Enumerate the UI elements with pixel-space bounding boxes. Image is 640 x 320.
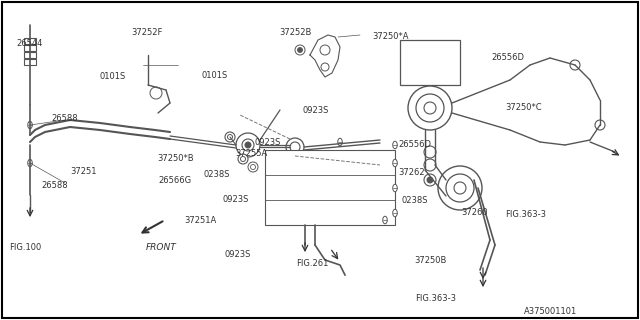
Circle shape xyxy=(154,91,158,95)
Text: 37250B: 37250B xyxy=(415,256,447,265)
Circle shape xyxy=(241,156,246,162)
Circle shape xyxy=(424,159,436,171)
Circle shape xyxy=(416,94,444,122)
Text: 26588: 26588 xyxy=(42,181,68,190)
Circle shape xyxy=(250,164,255,170)
Bar xyxy=(24,59,36,65)
Text: 37251A: 37251A xyxy=(184,216,216,225)
Circle shape xyxy=(438,166,482,210)
Circle shape xyxy=(150,87,162,99)
Circle shape xyxy=(446,174,474,202)
Text: 0923S: 0923S xyxy=(224,250,250,259)
Bar xyxy=(400,40,460,85)
Text: FIG.363-3: FIG.363-3 xyxy=(415,294,456,303)
Text: 37260: 37260 xyxy=(461,208,488,217)
Text: 0101S: 0101S xyxy=(202,71,228,80)
Circle shape xyxy=(424,102,436,114)
Text: FIG.261: FIG.261 xyxy=(296,259,328,268)
Circle shape xyxy=(242,139,254,151)
Circle shape xyxy=(595,120,605,130)
Bar xyxy=(24,52,36,58)
Circle shape xyxy=(427,177,433,183)
Text: 0923S: 0923S xyxy=(255,138,281,147)
Text: FIG.100: FIG.100 xyxy=(10,244,42,252)
Text: 0101S: 0101S xyxy=(99,72,125,81)
Ellipse shape xyxy=(393,184,397,192)
Text: 26544: 26544 xyxy=(16,39,42,48)
Text: 26566G: 26566G xyxy=(159,176,192,185)
Text: 0923S: 0923S xyxy=(302,106,328,115)
Text: 37250*C: 37250*C xyxy=(506,103,542,112)
Ellipse shape xyxy=(28,121,32,129)
Circle shape xyxy=(227,134,232,140)
Bar xyxy=(24,45,36,51)
Text: FRONT: FRONT xyxy=(146,244,177,252)
Text: 37262: 37262 xyxy=(398,168,425,177)
Text: 37252F: 37252F xyxy=(131,28,163,36)
Circle shape xyxy=(408,86,452,130)
Circle shape xyxy=(286,138,304,156)
Ellipse shape xyxy=(393,159,397,167)
Text: 0238S: 0238S xyxy=(402,196,428,205)
Text: 26556D: 26556D xyxy=(492,53,525,62)
Ellipse shape xyxy=(338,138,342,146)
Text: 37251: 37251 xyxy=(70,167,97,176)
Circle shape xyxy=(424,146,436,158)
Circle shape xyxy=(298,47,303,52)
Circle shape xyxy=(321,63,329,71)
Circle shape xyxy=(238,154,248,164)
Circle shape xyxy=(454,182,466,194)
Text: 0923S: 0923S xyxy=(223,196,249,204)
Bar xyxy=(265,150,395,225)
Text: 37250*B: 37250*B xyxy=(157,154,193,163)
Text: 37252B: 37252B xyxy=(280,28,312,36)
Text: 26588: 26588 xyxy=(51,114,78,123)
Ellipse shape xyxy=(393,141,397,149)
Circle shape xyxy=(295,45,305,55)
Text: FIG.363-3: FIG.363-3 xyxy=(506,210,547,219)
Circle shape xyxy=(245,142,251,148)
Ellipse shape xyxy=(383,216,387,224)
Text: 26556D: 26556D xyxy=(398,140,431,149)
Circle shape xyxy=(570,60,580,70)
Circle shape xyxy=(152,89,160,97)
Circle shape xyxy=(236,133,260,157)
Circle shape xyxy=(225,132,235,142)
Ellipse shape xyxy=(393,209,397,217)
Circle shape xyxy=(248,162,258,172)
Text: 0238S: 0238S xyxy=(204,170,230,179)
Circle shape xyxy=(290,142,300,152)
Text: 37250*A: 37250*A xyxy=(372,32,409,41)
Circle shape xyxy=(320,45,330,55)
Text: A375001101: A375001101 xyxy=(524,307,577,316)
Circle shape xyxy=(424,174,436,186)
Ellipse shape xyxy=(28,159,32,167)
Bar xyxy=(24,38,36,44)
Text: 37255A: 37255A xyxy=(236,149,268,158)
